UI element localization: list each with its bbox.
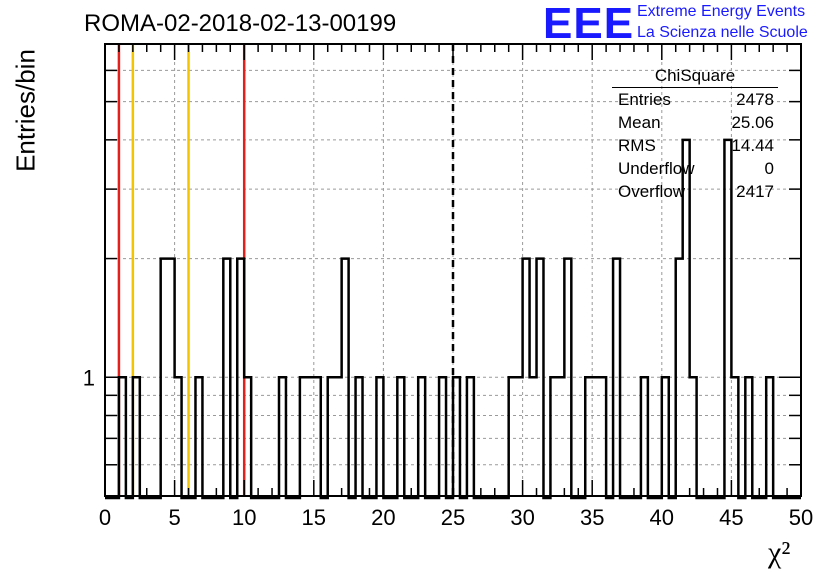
eee-logo: EEE (543, 0, 635, 48)
x-axis-label: χ² (768, 536, 791, 569)
x-axis-ticks: 0 5 10 15 20 25 30 35 40 45 50 (99, 44, 813, 530)
stats-value: 14.44 (731, 136, 774, 155)
stats-value: 0 (764, 159, 774, 178)
stats-label: Underflow (618, 159, 695, 178)
logo-line-2: La Scienza nelle Scuole (637, 24, 808, 41)
y-tick-label: 1 (83, 365, 95, 390)
x-tick-label: 15 (302, 505, 326, 530)
stats-label: RMS (618, 136, 656, 155)
x-tick-label: 25 (441, 505, 465, 530)
stats-label: Overflow (618, 182, 686, 201)
stats-row: RMS 14.44 (612, 134, 778, 157)
stats-row: Overflow 2417 (612, 180, 778, 203)
stats-value: 2478 (736, 90, 774, 109)
x-tick-label: 10 (232, 505, 256, 530)
stats-row: Mean 25.06 (612, 111, 778, 134)
chart-title: ROMA-02-2018-02-13-00199 (84, 10, 397, 37)
stats-row: Entries 2478 (612, 88, 778, 111)
y-axis-label: Entries/bin (10, 49, 41, 172)
x-tick-label: 20 (371, 505, 395, 530)
stats-label: Mean (618, 113, 661, 132)
x-tick-label: 45 (719, 505, 743, 530)
logo-line-1: Extreme Energy Events (637, 3, 806, 20)
y-axis-ticks: 1 (83, 69, 801, 466)
x-tick-label: 5 (168, 505, 180, 530)
stats-box: ChiSquare Entries 2478 Mean 25.06 RMS 14.44… (612, 66, 778, 203)
x-tick-label: 0 (99, 505, 111, 530)
x-tick-label: 50 (789, 505, 813, 530)
stats-value: 25.06 (731, 113, 774, 132)
stats-row: Underflow 0 (612, 157, 778, 180)
x-tick-label: 40 (650, 505, 674, 530)
stats-value: 2417 (736, 182, 774, 201)
stats-title: ChiSquare (612, 66, 778, 88)
stats-label: Entries (618, 90, 671, 109)
x-tick-label: 35 (580, 505, 604, 530)
histogram-line (105, 138, 801, 500)
x-tick-label: 30 (510, 505, 534, 530)
